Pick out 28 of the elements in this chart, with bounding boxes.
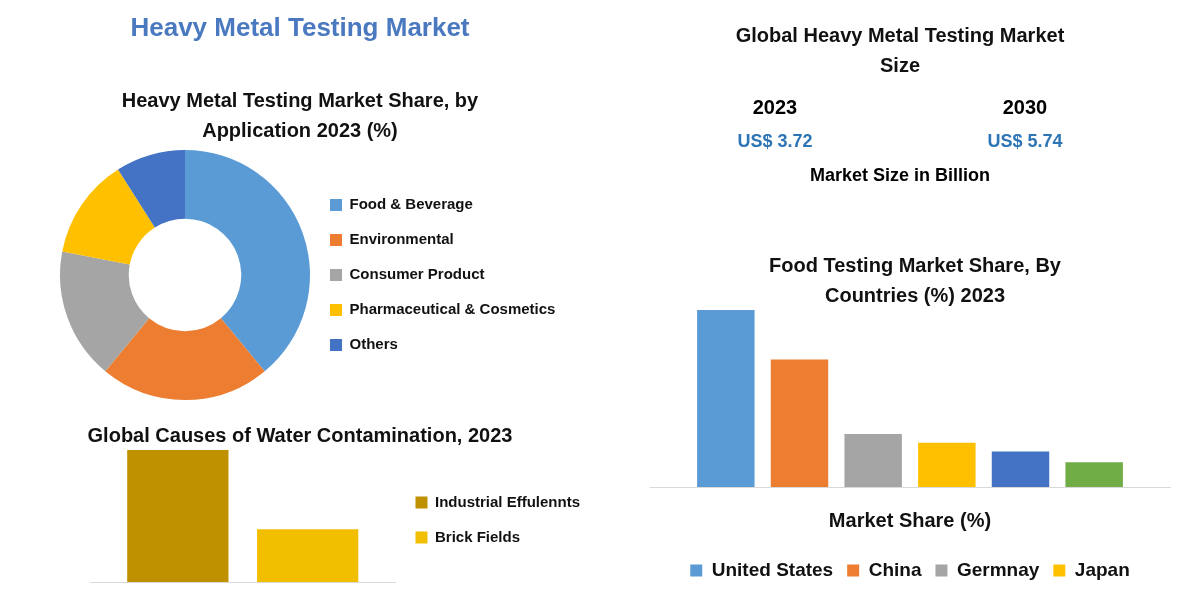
legend-label: Others xyxy=(349,335,398,353)
legend-label: Japan xyxy=(1074,558,1130,580)
bar xyxy=(844,433,902,487)
bar xyxy=(1065,462,1123,487)
legend-label: Pharmaceutical & Cosmetics xyxy=(349,300,556,318)
bar xyxy=(697,310,755,487)
legend-label: United States xyxy=(711,558,834,580)
text: 2023 xyxy=(751,95,799,120)
x-axis-title: Market Share (%) xyxy=(828,508,992,531)
legend-label: Brick Fields xyxy=(435,527,521,545)
text: Global Heavy Metal Testing Market Size xyxy=(735,23,1065,78)
text: Heavy Metal Testing Market xyxy=(129,12,471,42)
legend-label: Consumer Product xyxy=(349,265,485,283)
bar xyxy=(991,451,1050,487)
chart-title: Heavy Metal Testing Market Share, by Application 2023 (%) xyxy=(120,88,480,143)
bar xyxy=(918,442,976,487)
legend-label: Germnay xyxy=(956,558,1040,580)
legend-label: Food & Beverage xyxy=(349,195,473,213)
chart-title: Global Causes of Water Contamination, 2023 xyxy=(86,423,514,448)
legend-label: Environmental xyxy=(349,230,454,248)
bar xyxy=(770,359,829,487)
chart-title: Food Testing Market Share, By Countries (%) 2023 xyxy=(768,253,1062,308)
text: US$ 5.74 xyxy=(986,130,1064,153)
text: 2030 xyxy=(1001,95,1049,120)
text: Market Size in Billion xyxy=(808,164,991,187)
legend-label: Industrial Effulennts xyxy=(435,492,581,510)
text: US$ 3.72 xyxy=(736,130,814,153)
legend-label: China xyxy=(868,558,922,580)
